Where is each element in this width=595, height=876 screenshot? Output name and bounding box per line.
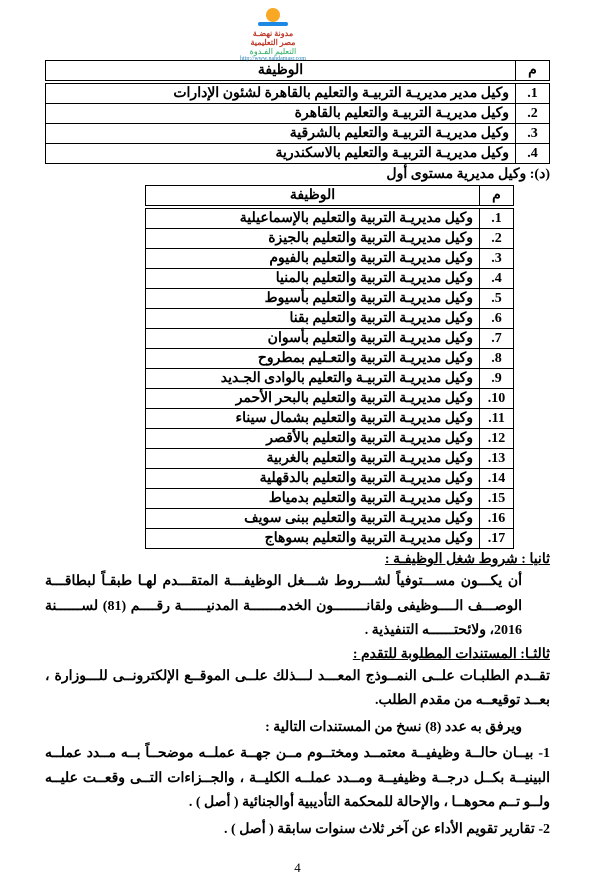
sec2-body: أن يكـــون مســـتوفياً لشـــروط شـــغل ا…: [45, 570, 550, 644]
row-num: .11: [480, 409, 514, 429]
row-job: وكيل مديريـة التربية والتعليم بأسوان: [146, 329, 480, 349]
table-1-body: .1وكيل مدير مديريـة التربيـة والتعليم با…: [45, 83, 550, 164]
table-row: .17وكيل مديريـة التربية والتعليم بسوهاج: [146, 529, 514, 549]
row-num: .6: [480, 309, 514, 329]
row-job: وكيل مديريـة التربية والتعليم بالفيوم: [146, 249, 480, 269]
table2-header-job: الوظيفة: [146, 186, 480, 206]
row-job: وكيل مديريـة التربية والتعليم بقنا: [146, 309, 480, 329]
sec3-attach: ويرفق به عدد (8) نسخ من المستندات التالي…: [45, 716, 550, 741]
row-num: .1: [516, 84, 550, 104]
row-job: وكيل مديريـة التربيـة والتعليم بالاسكندر…: [46, 144, 516, 164]
table-2-body: .1وكيل مديريـة التربية والتعليم بالإسماع…: [145, 208, 514, 549]
logo-icon: [256, 8, 290, 28]
row-num: .2: [516, 104, 550, 124]
row-job: وكيل مديريـة التربية والتعليم بشمال سينا…: [146, 409, 480, 429]
row-num: .5: [480, 289, 514, 309]
row-job: وكيل مديريـة التربية والتعليم بالإسماعيل…: [146, 209, 480, 229]
table-row: .2وكيل مديريـة التربيـة والتعليم بالقاهر…: [46, 104, 550, 124]
table-1: م الوظيفة: [45, 60, 550, 81]
row-job: وكيل مديريـة التربية والتعـليم بمطروح: [146, 349, 480, 369]
table-row: م الوظيفة: [146, 186, 514, 206]
table-row: .14وكيل مديريـة التربية والتعليم بالدقهل…: [146, 469, 514, 489]
table-row: .9وكيل مديريـة التربيـة والتعليم بالوادى…: [146, 369, 514, 389]
table-row: .4وكيل مديريـة التربيـة والتعليم بالاسكن…: [46, 144, 550, 164]
row-job: وكيل مديريـة التربيـة والتعليم بالشرقية: [46, 124, 516, 144]
sec2-title: ثانيا : شروط شغل الوظيفـة :: [45, 551, 550, 568]
row-num: .12: [480, 429, 514, 449]
row-num: .17: [480, 529, 514, 549]
row-num: .16: [480, 509, 514, 529]
row-num: .15: [480, 489, 514, 509]
logo-line-below: التعليم الفـدوة: [240, 48, 306, 57]
row-job: وكيل مديريـة التربية والتعليم بالأقصر: [146, 429, 480, 449]
table-row: .15وكيل مديريـة التربية والتعليم بدمياط: [146, 489, 514, 509]
header-logo: مدونة نهضـة مصر التعليمية التعليم الفـدو…: [240, 8, 306, 63]
table-row: .3وكيل مديريـة التربية والتعليم بالفيوم: [146, 249, 514, 269]
table-row: .5وكيل مديريـة التربية والتعليم بأسيوط: [146, 289, 514, 309]
row-num: .3: [516, 124, 550, 144]
logo-url: http://www.nahdamasr.com: [240, 56, 306, 63]
table-row: .8وكيل مديريـة التربية والتعـليم بمطروح: [146, 349, 514, 369]
row-num: .2: [480, 229, 514, 249]
row-num: .4: [480, 269, 514, 289]
section-d-label: (د): وكيل مديرية مستوى أول: [45, 166, 550, 183]
row-num: .13: [480, 449, 514, 469]
row-num: .8: [480, 349, 514, 369]
row-job: وكيل مديريـة التربية والتعليم بالغربية: [146, 449, 480, 469]
row-job: وكيل مديريـة التربيـة والتعليم بالوادى ا…: [146, 369, 480, 389]
row-job: وكيل مديريـة التربية والتعليم بالدقهلية: [146, 469, 480, 489]
row-job: وكيل مديريـة التربية والتعليم بأسيوط: [146, 289, 480, 309]
row-num: .3: [480, 249, 514, 269]
table-row: .10وكيل مديريـة التربية والتعليم بالبحر …: [146, 389, 514, 409]
row-job: وكيل مديريـة التربية والتعليم بالمنيا: [146, 269, 480, 289]
row-job: وكيل مديريـة التربية والتعليم ببنى سويف: [146, 509, 480, 529]
table-row: .16وكيل مديريـة التربية والتعليم ببنى سو…: [146, 509, 514, 529]
row-job: وكيل مدير مديريـة التربيـة والتعليم بالق…: [46, 84, 516, 104]
table-row: .3وكيل مديريـة التربيـة والتعليم بالشرقي…: [46, 124, 550, 144]
table-row: .11وكيل مديريـة التربية والتعليم بشمال س…: [146, 409, 514, 429]
sec3-title: ثالثـا: المستندات المطلوبة للتقدم :: [45, 646, 550, 663]
table-row: .7وكيل مديريـة التربية والتعليم بأسوان: [146, 329, 514, 349]
row-job: وكيل مديريـة التربية والتعليم بالجيزة: [146, 229, 480, 249]
row-job: وكيل مديريـة التربية والتعليم بسوهاج: [146, 529, 480, 549]
row-num: .1: [480, 209, 514, 229]
row-num: .10: [480, 389, 514, 409]
row-num: .7: [480, 329, 514, 349]
table-row: .13وكيل مديريـة التربية والتعليم بالغربي…: [146, 449, 514, 469]
row-job: وكيل مديريـة التربية والتعليم بالبحر الأ…: [146, 389, 480, 409]
row-job: وكيل مديريـة التربيـة والتعليم بالقاهرة: [46, 104, 516, 124]
table-row: .1وكيل مديريـة التربية والتعليم بالإسماع…: [146, 209, 514, 229]
row-num: .14: [480, 469, 514, 489]
table-row: م الوظيفة: [46, 61, 550, 81]
row-num: .9: [480, 369, 514, 389]
table-row: .2وكيل مديريـة التربية والتعليم بالجيزة: [146, 229, 514, 249]
item-1: 1- بيــان حالــة وظيفيــة معتمــد ومختــ…: [45, 742, 550, 816]
table2-header-num: م: [480, 186, 514, 206]
table-row: .1وكيل مدير مديريـة التربيـة والتعليم با…: [46, 84, 550, 104]
table-row: .6وكيل مديريـة التربية والتعليم بقنا: [146, 309, 514, 329]
row-job: وكيل مديريـة التربية والتعليم بدمياط: [146, 489, 480, 509]
table1-header-num: م: [516, 61, 550, 81]
table-2: م الوظيفة: [145, 185, 514, 206]
row-num: .4: [516, 144, 550, 164]
page-number: 4: [45, 860, 550, 876]
table-row: .12وكيل مديريـة التربية والتعليم بالأقصر: [146, 429, 514, 449]
sec3-body: تقــدم الطلبـات علــى النمــوذج المعـــد…: [45, 665, 550, 714]
table-row: .4وكيل مديريـة التربية والتعليم بالمنيا: [146, 269, 514, 289]
table1-header-job: الوظيفة: [46, 61, 516, 81]
item-2: 2- تقارير تقويم الأداء عن آخر ثلاث سنوات…: [45, 818, 550, 843]
